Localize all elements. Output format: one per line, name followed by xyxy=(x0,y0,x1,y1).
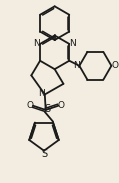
Text: O: O xyxy=(27,101,34,110)
Text: N: N xyxy=(69,39,76,48)
Text: S: S xyxy=(45,104,51,114)
Text: N: N xyxy=(73,61,79,70)
Text: N: N xyxy=(33,39,40,48)
Text: O: O xyxy=(111,61,118,70)
Text: N: N xyxy=(38,89,45,98)
Text: O: O xyxy=(58,101,65,110)
Text: S: S xyxy=(41,149,47,158)
